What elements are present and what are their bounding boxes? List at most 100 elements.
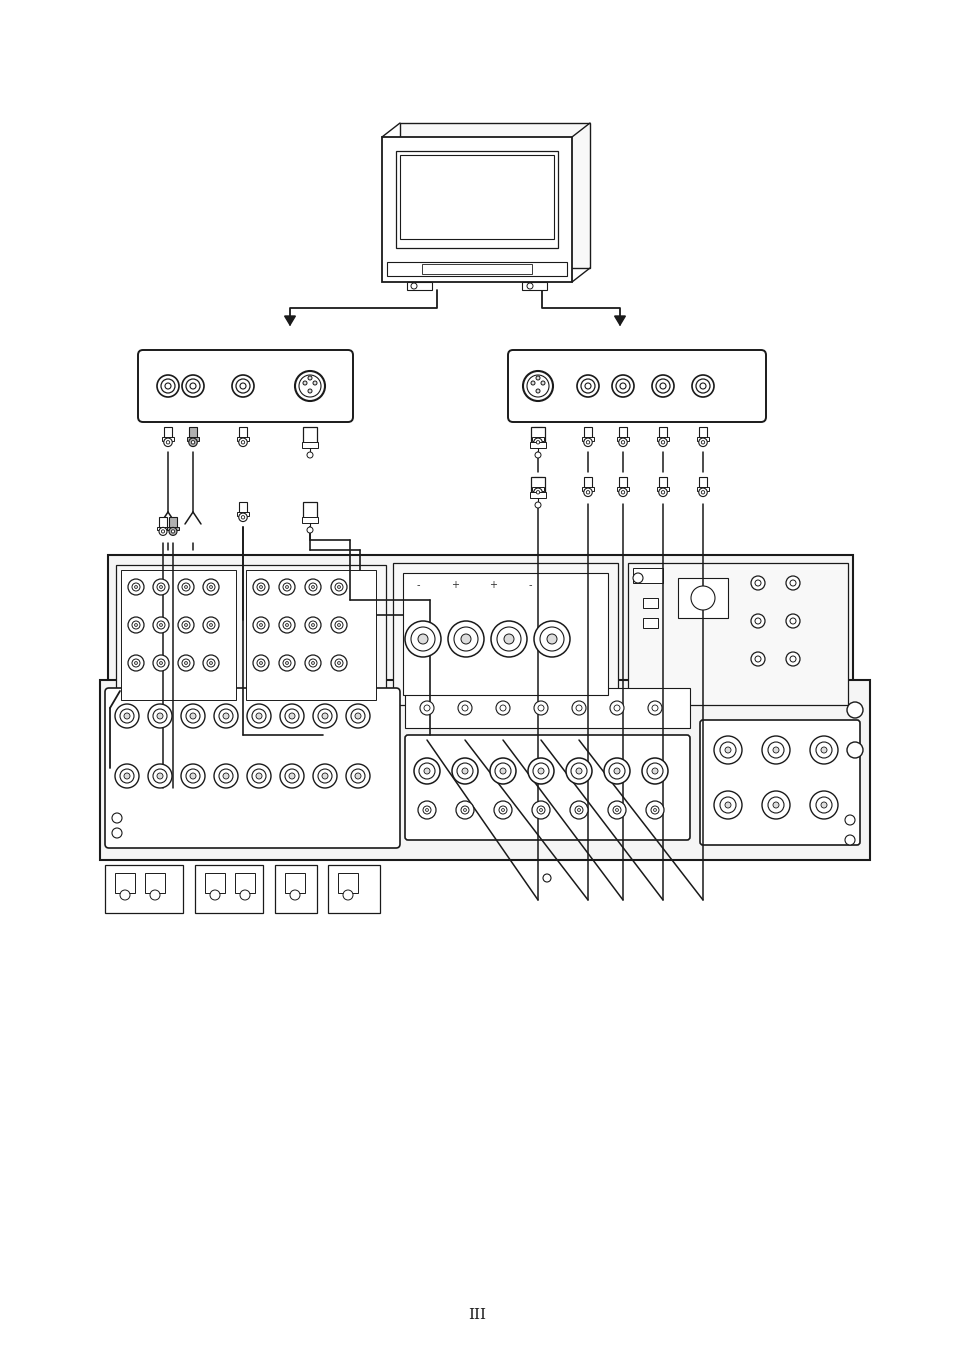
Circle shape — [612, 376, 634, 397]
Circle shape — [317, 709, 332, 723]
FancyBboxPatch shape — [402, 573, 607, 694]
Circle shape — [809, 736, 837, 765]
Circle shape — [491, 621, 526, 657]
Circle shape — [460, 807, 469, 815]
Circle shape — [303, 381, 307, 385]
Circle shape — [124, 713, 130, 719]
Circle shape — [157, 713, 163, 719]
Circle shape — [235, 380, 250, 393]
FancyBboxPatch shape — [532, 488, 543, 490]
Circle shape — [207, 584, 214, 590]
Circle shape — [128, 655, 144, 671]
Circle shape — [713, 736, 741, 765]
Circle shape — [496, 701, 510, 715]
Circle shape — [789, 580, 795, 586]
Circle shape — [157, 621, 165, 630]
Circle shape — [651, 767, 658, 774]
Circle shape — [305, 655, 320, 671]
FancyBboxPatch shape — [246, 570, 375, 700]
FancyBboxPatch shape — [642, 598, 658, 608]
Circle shape — [656, 380, 669, 393]
FancyBboxPatch shape — [507, 350, 765, 422]
Circle shape — [456, 801, 474, 819]
Circle shape — [659, 438, 666, 447]
Circle shape — [533, 438, 541, 447]
FancyBboxPatch shape — [105, 865, 183, 913]
Circle shape — [322, 773, 328, 780]
FancyBboxPatch shape — [164, 427, 172, 439]
Circle shape — [190, 773, 195, 780]
FancyBboxPatch shape — [115, 873, 135, 893]
FancyBboxPatch shape — [167, 527, 178, 530]
Circle shape — [238, 438, 247, 447]
Circle shape — [285, 662, 288, 665]
Circle shape — [283, 584, 291, 590]
Circle shape — [696, 380, 709, 393]
Circle shape — [241, 440, 244, 444]
Circle shape — [259, 662, 262, 665]
Text: -: - — [416, 580, 419, 590]
Circle shape — [448, 621, 483, 657]
Circle shape — [844, 835, 854, 844]
Circle shape — [166, 440, 170, 444]
Polygon shape — [614, 316, 625, 326]
Circle shape — [698, 488, 706, 497]
Circle shape — [213, 704, 237, 728]
Circle shape — [247, 704, 271, 728]
Circle shape — [536, 376, 539, 380]
FancyBboxPatch shape — [303, 427, 316, 444]
Circle shape — [132, 621, 140, 630]
FancyBboxPatch shape — [633, 567, 662, 584]
FancyBboxPatch shape — [108, 555, 852, 715]
Circle shape — [539, 627, 563, 651]
Circle shape — [577, 376, 598, 397]
Circle shape — [533, 763, 548, 780]
Circle shape — [536, 490, 539, 494]
Circle shape — [660, 490, 664, 494]
Circle shape — [152, 580, 169, 594]
Circle shape — [252, 769, 266, 784]
Circle shape — [313, 381, 316, 385]
FancyBboxPatch shape — [162, 438, 173, 440]
Circle shape — [569, 801, 587, 819]
FancyBboxPatch shape — [657, 438, 668, 440]
Circle shape — [645, 801, 663, 819]
Circle shape — [616, 380, 629, 393]
Circle shape — [754, 657, 760, 662]
Circle shape — [498, 807, 506, 815]
Circle shape — [620, 440, 624, 444]
Circle shape — [713, 790, 741, 819]
Circle shape — [132, 659, 140, 667]
Circle shape — [572, 701, 585, 715]
Circle shape — [285, 585, 288, 589]
FancyBboxPatch shape — [187, 438, 199, 440]
Circle shape — [754, 580, 760, 586]
Circle shape — [535, 503, 540, 508]
Circle shape — [821, 802, 826, 808]
FancyBboxPatch shape — [617, 438, 628, 440]
Circle shape — [495, 763, 511, 780]
Circle shape — [613, 807, 620, 815]
Circle shape — [614, 705, 619, 711]
Circle shape — [619, 382, 625, 389]
Circle shape — [159, 624, 162, 627]
FancyBboxPatch shape — [399, 123, 589, 267]
Circle shape — [419, 701, 434, 715]
Circle shape — [115, 704, 139, 728]
Circle shape — [457, 701, 472, 715]
FancyBboxPatch shape — [234, 873, 254, 893]
Circle shape — [490, 758, 516, 784]
Circle shape — [152, 709, 167, 723]
Circle shape — [255, 773, 262, 780]
Circle shape — [255, 713, 262, 719]
Circle shape — [454, 627, 477, 651]
Circle shape — [112, 828, 122, 838]
Circle shape — [844, 815, 854, 825]
Circle shape — [335, 621, 343, 630]
Circle shape — [411, 282, 416, 289]
Circle shape — [417, 634, 428, 644]
Circle shape — [351, 709, 365, 723]
FancyBboxPatch shape — [302, 517, 317, 523]
Circle shape — [134, 624, 137, 627]
Circle shape — [503, 634, 514, 644]
